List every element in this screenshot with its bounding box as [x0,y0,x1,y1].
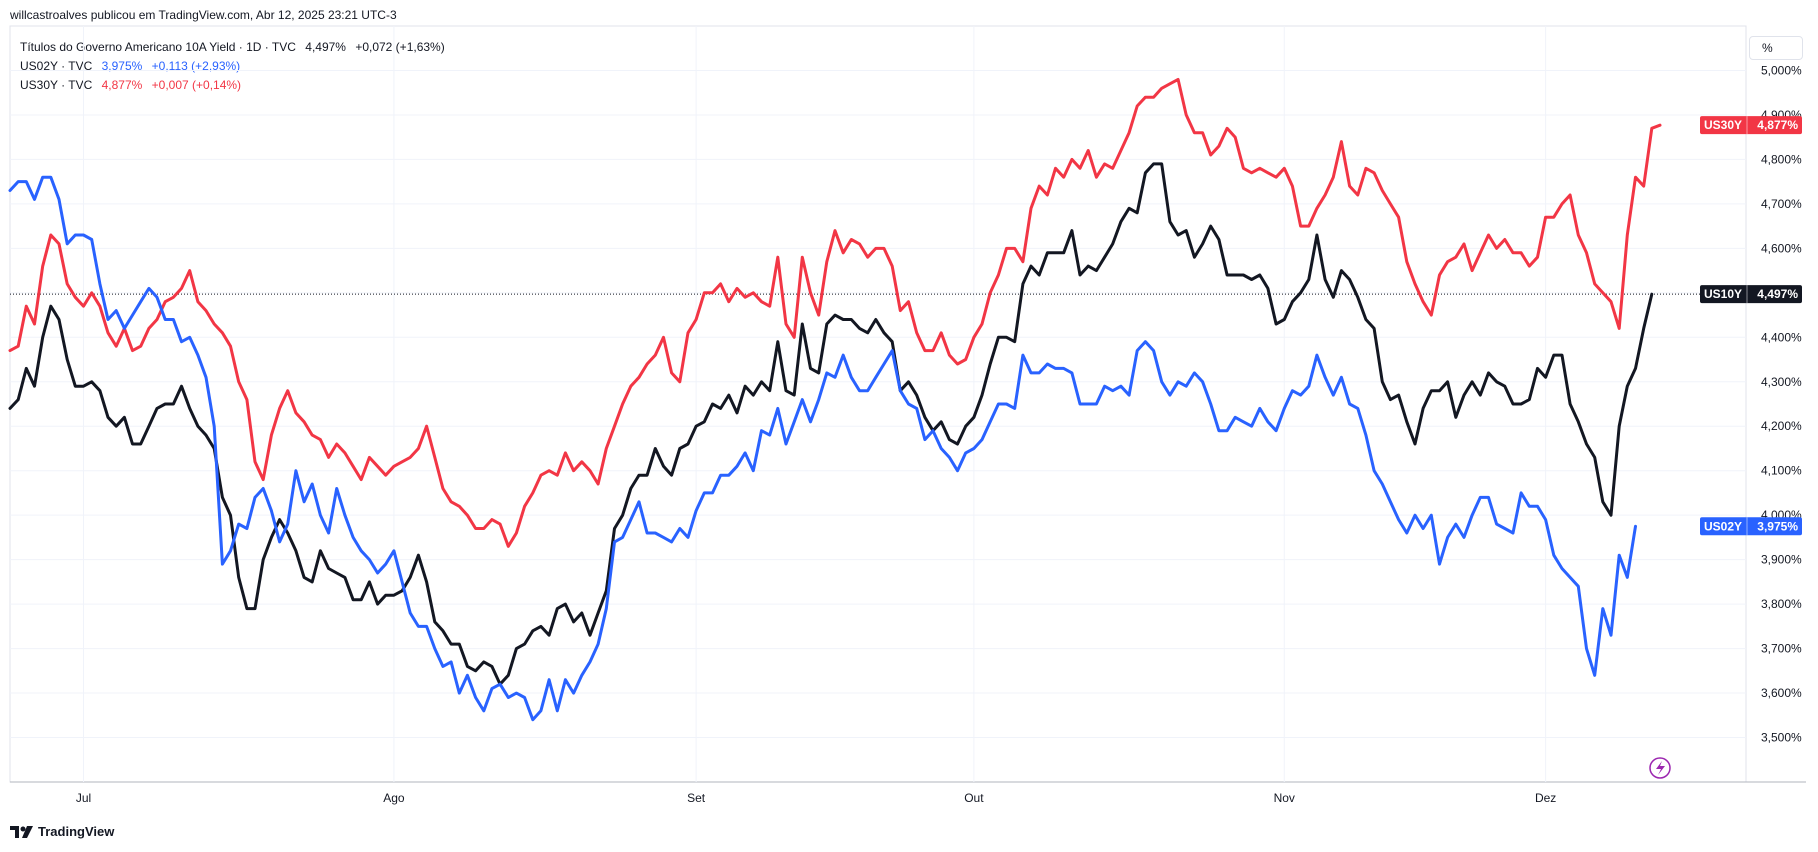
tradingview-logo-icon [10,825,33,838]
x-tick-label: Set [687,791,706,805]
series-lines [8,77,1662,722]
y-tick-label: 4,600% [1761,241,1802,255]
replay-icon[interactable] [1649,757,1671,779]
y-tick-label: 4,700% [1761,197,1802,211]
legend-value: 4,877% [101,78,143,92]
badge-symbol: US30Y [1704,118,1742,132]
legend-row-us02y[interactable]: US02Y · TVC 3,975% +0,113 (+2,93%) [20,57,451,76]
badge-value: 3,975% [1757,519,1798,533]
y-tick-label: 4,300% [1761,375,1802,389]
price-badges: US30Y 4,877% US10Y 4,497% US02Y 3,975% [1700,116,1802,536]
legend: Títulos do Governo Americano 10A Yield ·… [20,38,451,95]
badge-background [1700,116,1802,135]
publisher-caption: willcastroalves publicou em TradingView.… [10,8,397,22]
y-tick-label: 3,900% [1761,553,1802,567]
legend-name: Títulos do Governo Americano 10A Yield ·… [20,40,296,54]
plot-frame [9,25,1747,783]
y-tick-label: 5,000% [1761,63,1802,77]
legend-value: 4,497% [305,40,346,54]
x-tick-label: Ago [383,791,405,805]
badge-us02y: US02Y 3,975% [1700,517,1802,536]
badge-value: 4,497% [1757,287,1798,301]
badge-us30y: US30Y 4,877% [1700,116,1802,135]
legend-row-us10y[interactable]: Títulos do Governo Americano 10A Yield ·… [20,38,451,57]
legend-change: +0,007 (+0,14%) [151,78,242,92]
footer-logo-text: TradingView [38,824,115,839]
y-tick-label: 3,700% [1761,642,1802,656]
tradingview-logo[interactable]: TradingView [10,824,114,839]
x-tick-label: Dez [1535,791,1556,805]
y-tick-label: 4,200% [1761,419,1802,433]
x-tick-label: Nov [1274,791,1295,805]
badge-symbol: US10Y [1704,287,1742,301]
badge-symbol: US02Y [1704,519,1742,533]
grid [9,25,1806,783]
badge-us10y: US10Y 4,497% [1700,285,1802,304]
y-tick-label: 3,500% [1761,731,1802,745]
y-tick-label: 3,600% [1761,686,1802,700]
badge-background [1700,285,1802,304]
badge-value: 4,877% [1757,118,1798,132]
percent-scale-button[interactable]: % [1749,36,1803,60]
y-tick-label: 4,800% [1761,152,1802,166]
legend-value: 3,975% [101,59,143,73]
y-tick-label: 3,800% [1761,597,1802,611]
y-tick-label: 4,100% [1761,464,1802,478]
legend-change: +0,113 (+2,93%) [151,59,241,73]
x-tick-label: Out [964,791,984,805]
badge-background [1700,517,1802,536]
series-line-us30y [8,77,1662,548]
legend-change: +0,072 (+1,63%) [355,40,445,54]
legend-row-us30y[interactable]: US30Y · TVC 4,877% +0,007 (+0,14%) [20,76,451,95]
legend-name: US30Y · TVC [20,78,93,92]
series-line-us02y [8,175,1637,722]
legend-name: US02Y · TVC [20,59,93,73]
y-tick-label: 4,400% [1761,330,1802,344]
series-line-us10y [8,162,1654,686]
x-tick-label: Jul [76,791,91,805]
